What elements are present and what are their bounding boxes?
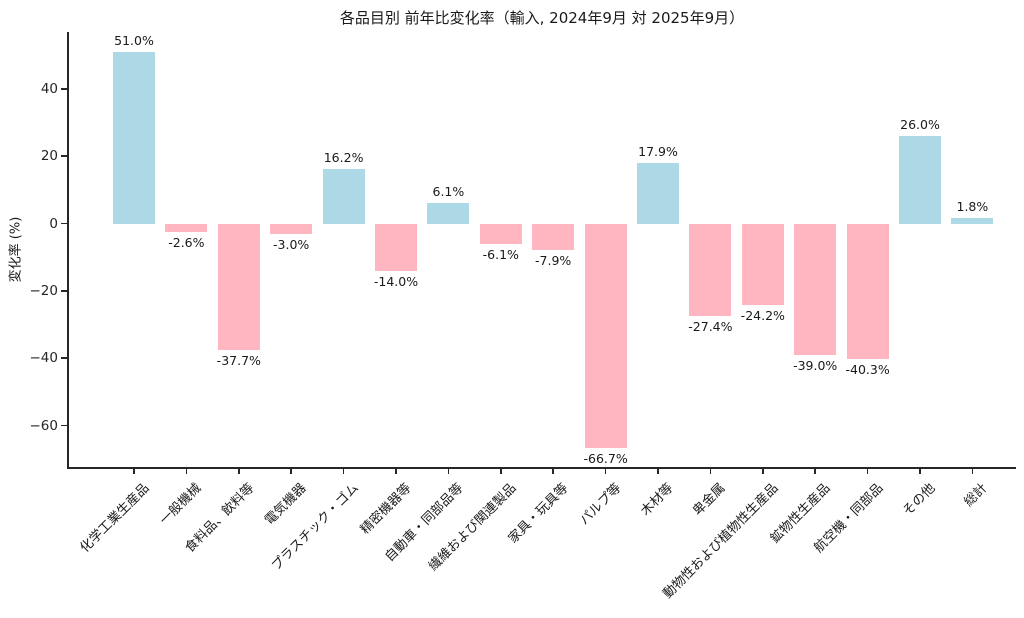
bar-15 (846, 223, 889, 360)
x-tick-mark (290, 468, 292, 474)
y-axis-spine (67, 32, 69, 469)
bar-14 (794, 223, 837, 355)
y-tick-label: −20 (29, 282, 59, 299)
x-tick-label: 総計 (961, 480, 991, 510)
y-tick-label: 20 (40, 148, 58, 165)
bar-6 (375, 223, 417, 271)
bar-value-label: -2.6% (168, 235, 205, 251)
x-tick-mark (342, 468, 345, 474)
bar-value-label: -39.0% (793, 357, 838, 373)
x-tick-label: 電気機器 (262, 480, 310, 529)
y-tick-label: 40 (40, 80, 58, 97)
x-tick-label: 木材等 (638, 480, 677, 520)
x-tick-mark (657, 468, 659, 474)
x-tick-mark (919, 468, 921, 474)
bar-value-label: 6.1% (432, 184, 465, 200)
bar-value-label: -40.3% (845, 362, 890, 378)
y-tick-mark (61, 155, 67, 157)
x-tick-mark (866, 468, 869, 474)
bar-value-label: -7.9% (535, 253, 572, 269)
x-tick-mark (238, 468, 240, 474)
x-tick-mark (814, 468, 816, 474)
y-tick-mark (61, 222, 67, 225)
bar-5 (322, 169, 365, 224)
bar-1 (113, 51, 155, 224)
bar-value-label: -24.2% (740, 308, 785, 324)
bar-4 (270, 223, 313, 234)
y-tick-mark (61, 424, 67, 427)
x-tick-mark (133, 468, 135, 474)
bar-13 (741, 223, 784, 306)
bar-value-label: -14.0% (373, 273, 419, 289)
bar-value-label: 16.2% (323, 150, 364, 166)
bar-value-label: -37.7% (216, 353, 261, 369)
x-tick-label: 一般機械 (157, 480, 205, 529)
x-tick-mark (971, 468, 974, 474)
y-tick-mark (61, 88, 67, 90)
bar-value-label: 1.8% (956, 198, 989, 214)
y-tick-label: −60 (29, 417, 59, 434)
x-tick-mark (500, 468, 502, 474)
bar-8 (479, 223, 522, 245)
x-tick-mark (762, 468, 764, 474)
bar-value-label: -27.4% (688, 318, 733, 334)
x-tick-mark (552, 468, 554, 474)
y-tick-label: −40 (29, 350, 59, 367)
bar-value-label: -66.7% (583, 451, 628, 467)
bar-9 (532, 223, 575, 251)
bar-3 (217, 223, 260, 351)
y-tick-mark (61, 357, 67, 359)
bar-value-label: -6.1% (482, 247, 519, 263)
x-tick-label: 卑金属 (690, 480, 729, 520)
bar-12 (689, 223, 732, 316)
chart-title: 各品目別 前年比変化率（輸入, 2024年9月 対 2025年9月） (339, 9, 745, 27)
x-axis-spine (67, 467, 1016, 469)
x-tick-mark (395, 468, 397, 474)
y-tick-mark (61, 290, 67, 292)
bar-value-label: 26.0% (900, 117, 940, 133)
x-tick-mark (185, 468, 188, 474)
x-tick-label: 化学工業生産品 (77, 480, 153, 556)
x-tick-label: その他 (900, 480, 939, 520)
bar-16 (899, 136, 941, 224)
y-tick-label: 0 (49, 215, 58, 232)
x-tick-mark (709, 468, 712, 474)
bar-value-label: -3.0% (273, 236, 310, 252)
x-tick-mark (604, 468, 607, 474)
bar-7 (427, 203, 470, 224)
x-tick-label: パルプ等 (576, 480, 625, 529)
x-tick-mark (447, 468, 450, 474)
bar-17 (951, 217, 994, 224)
bar-value-label: 17.9% (638, 144, 678, 160)
bar-2 (165, 223, 208, 233)
bar-10 (584, 223, 627, 449)
bar-11 (637, 163, 679, 224)
bar-value-label: 51.0% (114, 32, 154, 48)
